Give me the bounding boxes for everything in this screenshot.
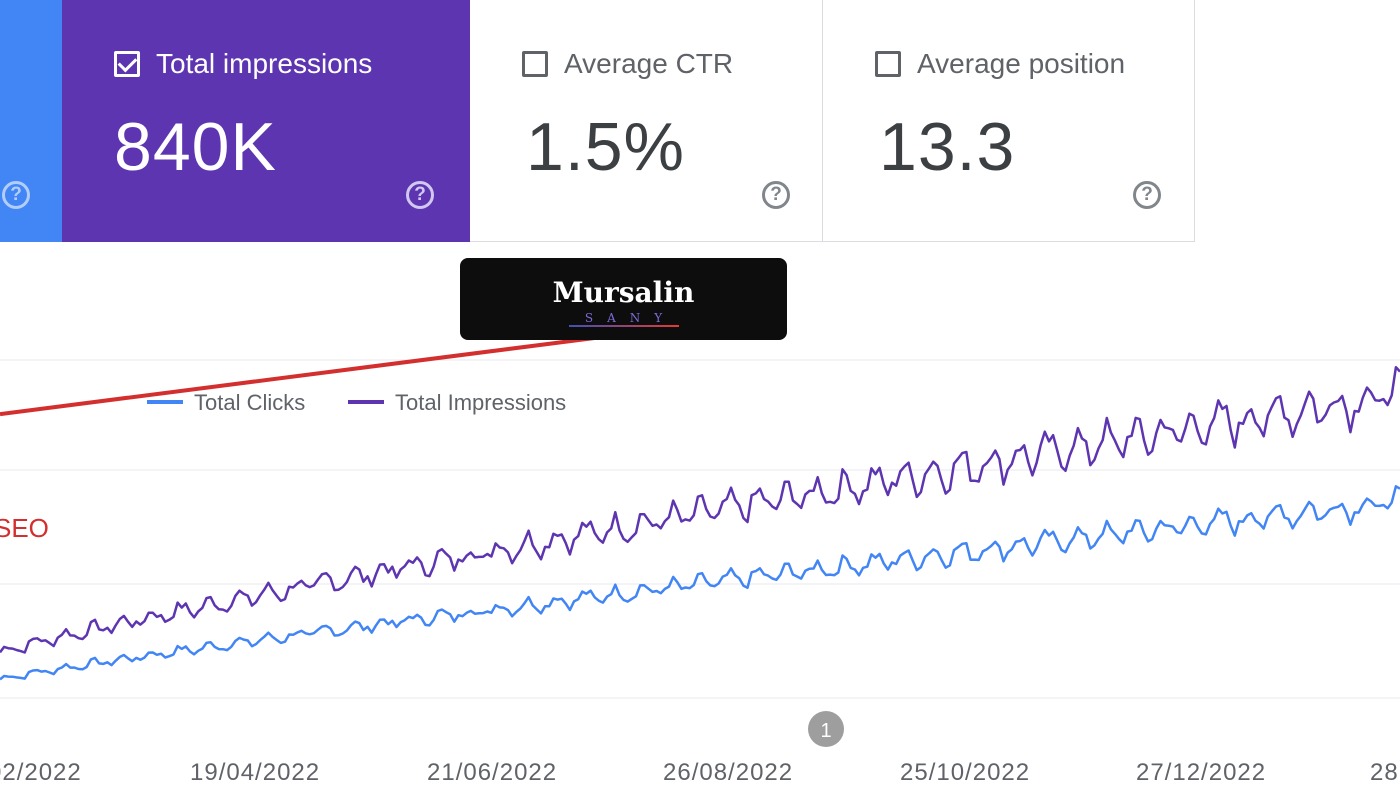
help-icon[interactable]: ?	[2, 181, 30, 209]
x-tick-label: 27/12/2022	[1136, 759, 1266, 786]
card-label: Average position	[917, 48, 1126, 79]
series-layer	[0, 365, 1400, 681]
help-icon[interactable]: ?	[406, 181, 434, 209]
annotation-seo: SEO	[0, 513, 49, 543]
trend-line	[0, 340, 595, 417]
ctr-checkbox[interactable]	[522, 51, 548, 77]
page-marker[interactable]: 1	[808, 711, 844, 747]
impressions-checkbox[interactable]	[114, 51, 140, 77]
total-clicks-card[interactable]: ?	[0, 0, 62, 242]
watermark-sub: SANY	[584, 311, 677, 325]
watermark-name: Mursalin	[552, 276, 695, 309]
card-label: Total impressions	[156, 48, 373, 79]
watermark-underline	[568, 325, 679, 327]
trend-layer	[0, 340, 595, 417]
page-marker-label: 1	[820, 720, 831, 742]
help-icon[interactable]: ?	[1133, 181, 1161, 209]
total-impressions-card[interactable]: Total impressions 840K ?	[62, 0, 470, 242]
series-line-impressions	[0, 365, 1400, 654]
card-value: 840K	[114, 109, 277, 185]
card-value: 1.5%	[526, 109, 685, 185]
average-position-card[interactable]: Average position 13.3 ?	[823, 0, 1195, 242]
x-tick-label: 21/06/2022	[427, 759, 557, 786]
card-value: 13.3	[879, 109, 1016, 185]
help-icon[interactable]: ?	[762, 181, 790, 209]
average-ctr-card[interactable]: Average CTR 1.5% ?	[470, 0, 823, 242]
x-tick-label: 19/04/2022	[190, 759, 320, 786]
legend-label-impressions: Total Impressions	[395, 390, 566, 415]
page-marker-circle	[808, 711, 844, 747]
x-tick-label: 25/10/2022	[900, 759, 1030, 786]
x-tick-label: 26/08/2022	[663, 759, 793, 786]
performance-chart: Total Clicks Total Impressions SEO 1 i 1…	[0, 340, 1400, 786]
x-tick-label: 28	[1370, 759, 1399, 786]
x-tick-label: 02/2022	[0, 759, 82, 786]
card-label: Average CTR	[564, 48, 734, 79]
legend-label-clicks: Total Clicks	[194, 390, 305, 415]
position-checkbox[interactable]	[875, 51, 901, 77]
watermark-logo: Mursalin SANY	[460, 258, 787, 340]
series-line-clicks	[0, 485, 1400, 681]
chart-grid	[0, 359, 1400, 699]
chart-legend: Total Clicks Total Impressions	[147, 390, 566, 415]
x-axis-ticks: 02/2022 19/04/2022 21/06/2022 26/08/2022 25/…	[0, 759, 1399, 786]
